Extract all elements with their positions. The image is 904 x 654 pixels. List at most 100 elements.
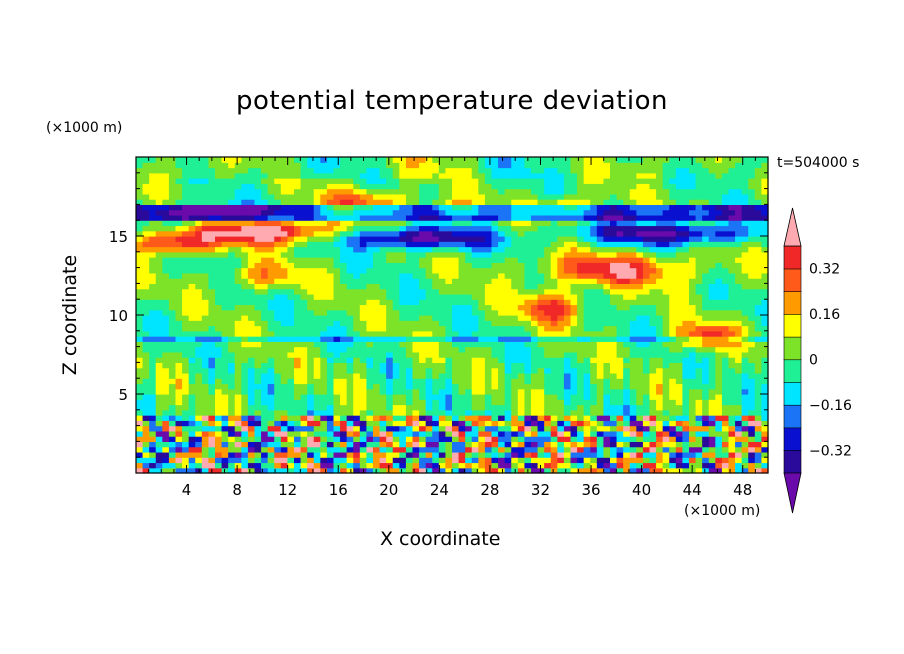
- heatmap-cell: [629, 441, 637, 448]
- heatmap-cell: [610, 199, 618, 205]
- heatmap-cell: [656, 362, 664, 369]
- heatmap-cell: [557, 372, 565, 379]
- heatmap-cell: [247, 351, 256, 358]
- heatmap-cell: [366, 404, 374, 411]
- heatmap-cell: [201, 436, 210, 442]
- heatmap-cell: [353, 209, 361, 216]
- heatmap-cell: [425, 362, 433, 369]
- heatmap-cell: [267, 336, 275, 342]
- heatmap-cell: [175, 341, 183, 348]
- heatmap-cell: [208, 193, 216, 200]
- heatmap-cell: [300, 299, 308, 306]
- heatmap-cell: [353, 172, 361, 179]
- heatmap-cell: [425, 304, 433, 311]
- heatmap-cell: [590, 320, 598, 327]
- heatmap-cell: [544, 236, 552, 242]
- heatmap-cell: [610, 272, 618, 279]
- heatmap-cell: [419, 172, 427, 179]
- heatmap-cell: [596, 193, 605, 200]
- heatmap-cell: [445, 267, 453, 274]
- heatmap-cell: [386, 220, 394, 227]
- heatmap-cell: [563, 367, 572, 374]
- heatmap-cell: [419, 336, 427, 342]
- heatmap-cell: [274, 446, 282, 453]
- heatmap-cell: [366, 199, 374, 205]
- heatmap-cell: [399, 462, 407, 469]
- heatmap-cell: [373, 315, 381, 321]
- heatmap-cell: [267, 246, 275, 253]
- heatmap-cell: [326, 172, 335, 179]
- heatmap-cell: [452, 204, 460, 211]
- heatmap-cell: [241, 278, 249, 284]
- heatmap-cell: [649, 362, 657, 369]
- heatmap-cell: [326, 341, 335, 348]
- heatmap-cell: [379, 404, 387, 411]
- heatmap-cell: [294, 304, 302, 311]
- heatmap-cell: [629, 351, 637, 358]
- heatmap-cell: [346, 304, 354, 311]
- heatmap-cell: [524, 172, 532, 179]
- heatmap-cell: [603, 467, 611, 474]
- heatmap-cell: [353, 241, 361, 248]
- heatmap-cell: [524, 430, 532, 437]
- heatmap-cell: [438, 467, 447, 474]
- heatmap-cell: [452, 367, 460, 374]
- heatmap-cell: [603, 457, 611, 464]
- heatmap-cell: [294, 225, 302, 232]
- heatmap-cell: [557, 272, 565, 279]
- heatmap-cell: [557, 209, 565, 216]
- heatmap-cell: [636, 394, 644, 400]
- heatmap-cell: [656, 315, 664, 321]
- heatmap-cell: [142, 462, 150, 469]
- heatmap-cell: [491, 246, 499, 253]
- heatmap-cell: [280, 278, 289, 284]
- heatmap-cell: [577, 446, 585, 453]
- heatmap-cell: [241, 188, 249, 195]
- heatmap-cell: [452, 178, 460, 184]
- heatmap-cell: [188, 267, 196, 274]
- heatmap-cell: [142, 204, 150, 211]
- heatmap-cell: [484, 204, 493, 211]
- heatmap-cell: [590, 415, 598, 421]
- heatmap-cell: [563, 346, 572, 353]
- heatmap-cell: [610, 167, 618, 174]
- heatmap-cell: [504, 378, 512, 385]
- heatmap-cell: [333, 157, 341, 163]
- heatmap-cell: [399, 415, 407, 421]
- heatmap-cell: [188, 262, 196, 269]
- heatmap-cell: [241, 394, 249, 400]
- heatmap-cell: [432, 362, 440, 369]
- heatmap-cell: [195, 436, 203, 442]
- heatmap-cell: [452, 199, 460, 205]
- heatmap-cell: [182, 309, 190, 316]
- heatmap-cell: [675, 262, 684, 269]
- heatmap-cell: [458, 214, 466, 221]
- heatmap-cell: [445, 220, 453, 227]
- heatmap-cell: [471, 336, 479, 342]
- heatmap-cell: [570, 162, 578, 169]
- heatmap-cell: [379, 394, 387, 400]
- heatmap-cell: [662, 325, 670, 332]
- heatmap-cell: [373, 167, 381, 174]
- heatmap-cell: [136, 178, 144, 184]
- heatmap-cell: [570, 172, 578, 179]
- heatmap-cell: [570, 378, 578, 385]
- heatmap-cell: [386, 193, 394, 200]
- heatmap-cell: [405, 388, 414, 395]
- heatmap-cell: [313, 204, 321, 211]
- heatmap-cell: [524, 288, 532, 295]
- heatmap-cell: [366, 193, 374, 200]
- heatmap-cell: [280, 178, 289, 184]
- heatmap-cell: [484, 346, 493, 353]
- heatmap-cell: [175, 315, 183, 321]
- heatmap-cell: [425, 214, 433, 221]
- heatmap-cell: [274, 383, 282, 390]
- heatmap-cell: [136, 246, 144, 253]
- heatmap-cell: [267, 441, 275, 448]
- heatmap-cell: [478, 383, 486, 390]
- heatmap-cell: [405, 193, 414, 200]
- heatmap-cell: [458, 367, 466, 374]
- heatmap-cell: [458, 357, 466, 363]
- heatmap-cell: [188, 372, 196, 379]
- heatmap-cell: [557, 278, 565, 284]
